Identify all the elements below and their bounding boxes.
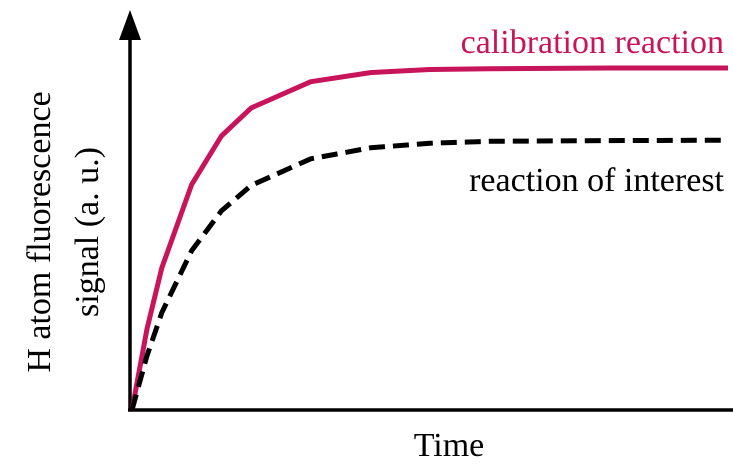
series-label: reaction of interest [469, 162, 724, 199]
y-axis-label-line: signal (a. u.) [69, 147, 106, 317]
y-axis-label-line: H atom fluorescence [21, 91, 58, 372]
x-axis-label: Time [414, 427, 485, 464]
series-line [129, 65, 728, 411]
y-axis-arrow [119, 10, 141, 40]
y-axis-label: H atom fluorescence signal (a. u.) [21, 91, 106, 372]
series-line [129, 137, 729, 411]
series-label: calibration reaction [461, 24, 724, 61]
